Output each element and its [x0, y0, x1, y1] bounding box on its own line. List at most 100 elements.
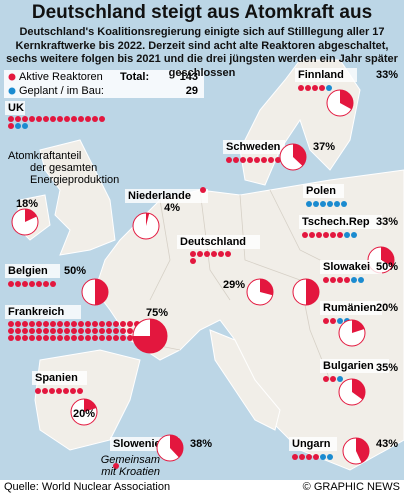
source: Quelle: World Nuclear Association	[4, 481, 170, 493]
reactor-dot	[127, 328, 133, 334]
share-note-line: der gesamten	[30, 162, 97, 174]
legend-dot-active	[8, 73, 16, 81]
pie-share	[352, 379, 365, 400]
share-label: 29%	[223, 279, 245, 291]
reactor-dot	[8, 335, 14, 341]
country-name: Niederlande	[128, 190, 191, 202]
reactor-dot	[299, 454, 305, 460]
reactor-dot	[29, 116, 35, 122]
reactor-dot	[50, 321, 56, 327]
reactor-dot	[190, 258, 196, 264]
reactor-dot	[254, 157, 260, 163]
reactor-dot	[42, 388, 48, 394]
pie-share	[340, 90, 354, 110]
country-box	[5, 264, 60, 278]
reactor-dot	[225, 251, 231, 257]
reactor-dot	[15, 116, 21, 122]
reactor-dot	[71, 321, 77, 327]
reactor-dot	[64, 328, 70, 334]
reactor-dot	[344, 277, 350, 283]
reactor-dot	[85, 328, 91, 334]
reactor-dot	[43, 116, 49, 122]
pie-share	[84, 399, 97, 412]
reactor-dot	[120, 328, 126, 334]
reactor-dot	[330, 277, 336, 283]
reactor-dot	[43, 321, 49, 327]
pie-share	[293, 144, 307, 166]
share-note-line: Energieproduktion	[30, 174, 119, 186]
reactor-dot	[190, 251, 196, 257]
country-box	[5, 101, 25, 115]
reactor-dots-active	[323, 318, 336, 324]
reactor-dots-planned	[306, 201, 347, 207]
reactor-dot	[268, 157, 274, 163]
reactor-dot	[113, 328, 119, 334]
reactor-dot	[302, 232, 308, 238]
reactor-dot	[319, 85, 325, 91]
reactor-dot	[358, 277, 364, 283]
reactor-dot	[113, 463, 119, 469]
reactor-dot	[49, 388, 55, 394]
reactor-dot	[334, 201, 340, 207]
pie-share	[133, 319, 167, 353]
reactor-dots-active	[35, 388, 83, 394]
reactor-dot	[50, 328, 56, 334]
reactor-dot	[120, 335, 126, 341]
reactor-dot	[92, 335, 98, 341]
reactor-dots-active	[200, 187, 206, 193]
country-name: Bulgarien	[323, 360, 374, 372]
reactor-dot	[127, 321, 133, 327]
reactor-dot	[29, 281, 35, 287]
reactor-dots-planned	[15, 123, 28, 129]
reactor-dot	[323, 376, 329, 382]
country-box	[125, 189, 208, 203]
country-name: UK	[8, 102, 24, 114]
reactor-dot	[323, 232, 329, 238]
reactor-dot	[99, 116, 105, 122]
reactor-dot	[8, 281, 14, 287]
borders	[129, 189, 341, 381]
reactor-dot	[312, 85, 318, 91]
reactor-dot	[57, 335, 63, 341]
reactor-dot	[292, 454, 298, 460]
reactor-dot	[15, 321, 21, 327]
reactor-dot	[29, 328, 35, 334]
reactor-dot	[113, 335, 119, 341]
reactor-dot	[15, 123, 21, 129]
share-label: 35%	[376, 362, 398, 374]
reactor-dot	[36, 321, 42, 327]
legend-total-active: 143	[180, 71, 198, 83]
pie-share	[352, 320, 365, 333]
reactor-dot	[200, 187, 206, 193]
legend-total-planned: 29	[186, 85, 198, 97]
reactor-dot	[120, 321, 126, 327]
pie-share	[356, 438, 370, 463]
reactor-dot	[99, 335, 105, 341]
reactor-dot	[327, 201, 333, 207]
country-box	[223, 140, 285, 154]
country-box	[32, 371, 87, 385]
reactor-dot	[29, 321, 35, 327]
pie-share	[260, 279, 273, 296]
reactor-dot	[323, 318, 329, 324]
reactor-dot	[351, 232, 357, 238]
reactor-dot	[43, 328, 49, 334]
reactor-dot	[99, 328, 105, 334]
legend-dot-planned	[8, 87, 16, 95]
reactor-dot	[326, 85, 332, 91]
reactor-dot	[50, 116, 56, 122]
reactor-dot	[56, 388, 62, 394]
reactor-dot	[50, 281, 56, 287]
reactor-dot	[8, 123, 14, 129]
pie-share	[95, 279, 108, 305]
reactor-dot	[99, 321, 105, 327]
reactor-dots-active	[8, 321, 147, 341]
country-name: Slowenien	[113, 438, 168, 450]
reactor-dot	[226, 157, 232, 163]
reactor-dot	[43, 335, 49, 341]
country-box	[303, 184, 344, 198]
note-line: Gemeinsam	[101, 454, 160, 466]
reactor-dot	[63, 388, 69, 394]
reactor-dot	[127, 335, 133, 341]
reactor-dot	[78, 116, 84, 122]
